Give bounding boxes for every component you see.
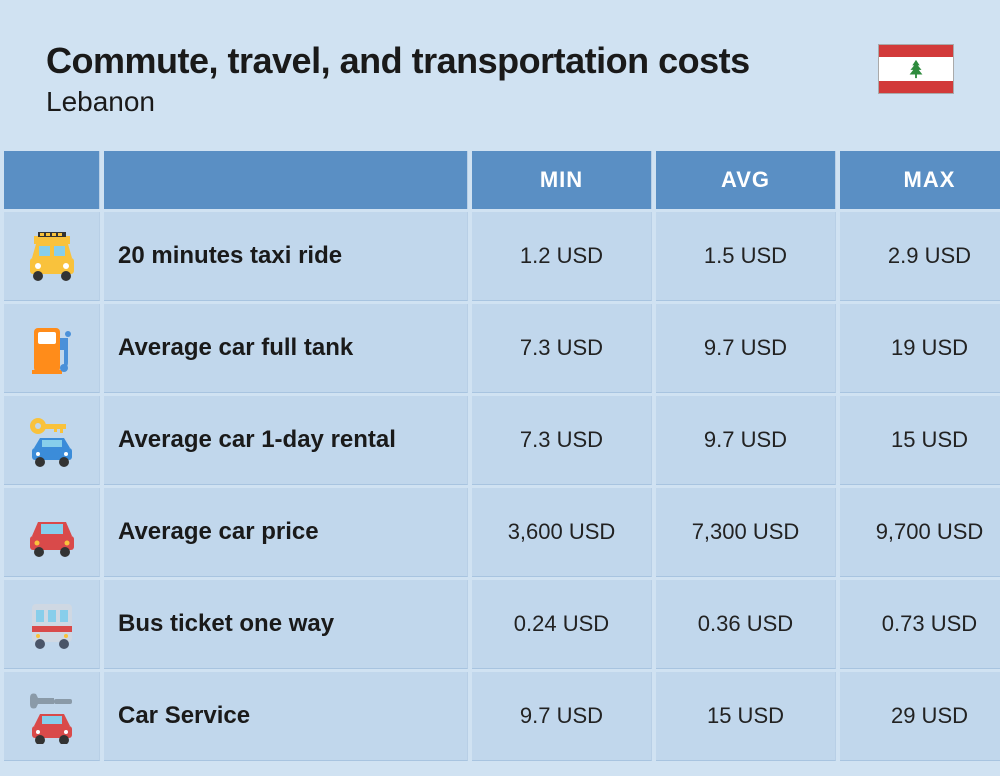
flag-stripe-middle <box>879 57 953 81</box>
row-max-value: 15 USD <box>840 396 1000 485</box>
taxi-icon <box>24 228 80 284</box>
row-max-value: 0.73 USD <box>840 580 1000 669</box>
bus-icon <box>24 596 80 652</box>
row-max-value: 19 USD <box>840 304 1000 393</box>
row-label: 20 minutes taxi ride <box>104 212 468 301</box>
table-row: Average car full tank7.3 USD9.7 USD19 US… <box>4 304 1000 393</box>
table-row: Average car 1-day rental7.3 USD9.7 USD15… <box>4 396 1000 485</box>
row-icon-cell <box>4 304 100 393</box>
row-min-value: 7.3 USD <box>472 304 652 393</box>
row-label: Average car 1-day rental <box>104 396 468 485</box>
row-max-value: 2.9 USD <box>840 212 1000 301</box>
row-avg-value: 9.7 USD <box>656 304 836 393</box>
car-price-icon <box>24 504 80 560</box>
row-icon-cell <box>4 488 100 577</box>
row-icon-cell <box>4 672 100 761</box>
col-header-icon <box>4 151 100 209</box>
row-icon-cell <box>4 396 100 485</box>
flag-stripe-bottom <box>879 81 953 93</box>
row-avg-value: 1.5 USD <box>656 212 836 301</box>
row-label: Average car price <box>104 488 468 577</box>
row-min-value: 9.7 USD <box>472 672 652 761</box>
row-min-value: 3,600 USD <box>472 488 652 577</box>
car-service-icon <box>24 688 80 744</box>
flag-stripe-top <box>879 45 953 57</box>
col-header-max: MAX <box>840 151 1000 209</box>
col-header-avg: AVG <box>656 151 836 209</box>
row-label: Bus ticket one way <box>104 580 468 669</box>
country-flag-lebanon <box>878 44 954 94</box>
row-min-value: 0.24 USD <box>472 580 652 669</box>
row-label: Average car full tank <box>104 304 468 393</box>
page-subtitle: Lebanon <box>46 86 750 118</box>
car-key-icon <box>24 412 80 468</box>
row-max-value: 9,700 USD <box>840 488 1000 577</box>
row-icon-cell <box>4 580 100 669</box>
row-avg-value: 15 USD <box>656 672 836 761</box>
table-header-row: MIN AVG MAX <box>4 151 1000 209</box>
row-icon-cell <box>4 212 100 301</box>
table-row: Car Service9.7 USD15 USD29 USD <box>4 672 1000 761</box>
row-avg-value: 0.36 USD <box>656 580 836 669</box>
row-min-value: 1.2 USD <box>472 212 652 301</box>
row-min-value: 7.3 USD <box>472 396 652 485</box>
header-text: Commute, travel, and transportation cost… <box>46 40 750 118</box>
row-avg-value: 9.7 USD <box>656 396 836 485</box>
col-header-min: MIN <box>472 151 652 209</box>
table-row: Bus ticket one way0.24 USD0.36 USD0.73 U… <box>4 580 1000 669</box>
page-header: Commute, travel, and transportation cost… <box>0 0 1000 148</box>
costs-table: MIN AVG MAX 20 minutes taxi ride1.2 USD1… <box>0 148 1000 764</box>
row-label: Car Service <box>104 672 468 761</box>
cedar-tree-icon <box>905 58 927 80</box>
fuel-pump-icon <box>24 320 80 376</box>
table-row: 20 minutes taxi ride1.2 USD1.5 USD2.9 US… <box>4 212 1000 301</box>
table-row: Average car price3,600 USD7,300 USD9,700… <box>4 488 1000 577</box>
row-max-value: 29 USD <box>840 672 1000 761</box>
col-header-label <box>104 151 468 209</box>
page-title: Commute, travel, and transportation cost… <box>46 40 750 82</box>
row-avg-value: 7,300 USD <box>656 488 836 577</box>
